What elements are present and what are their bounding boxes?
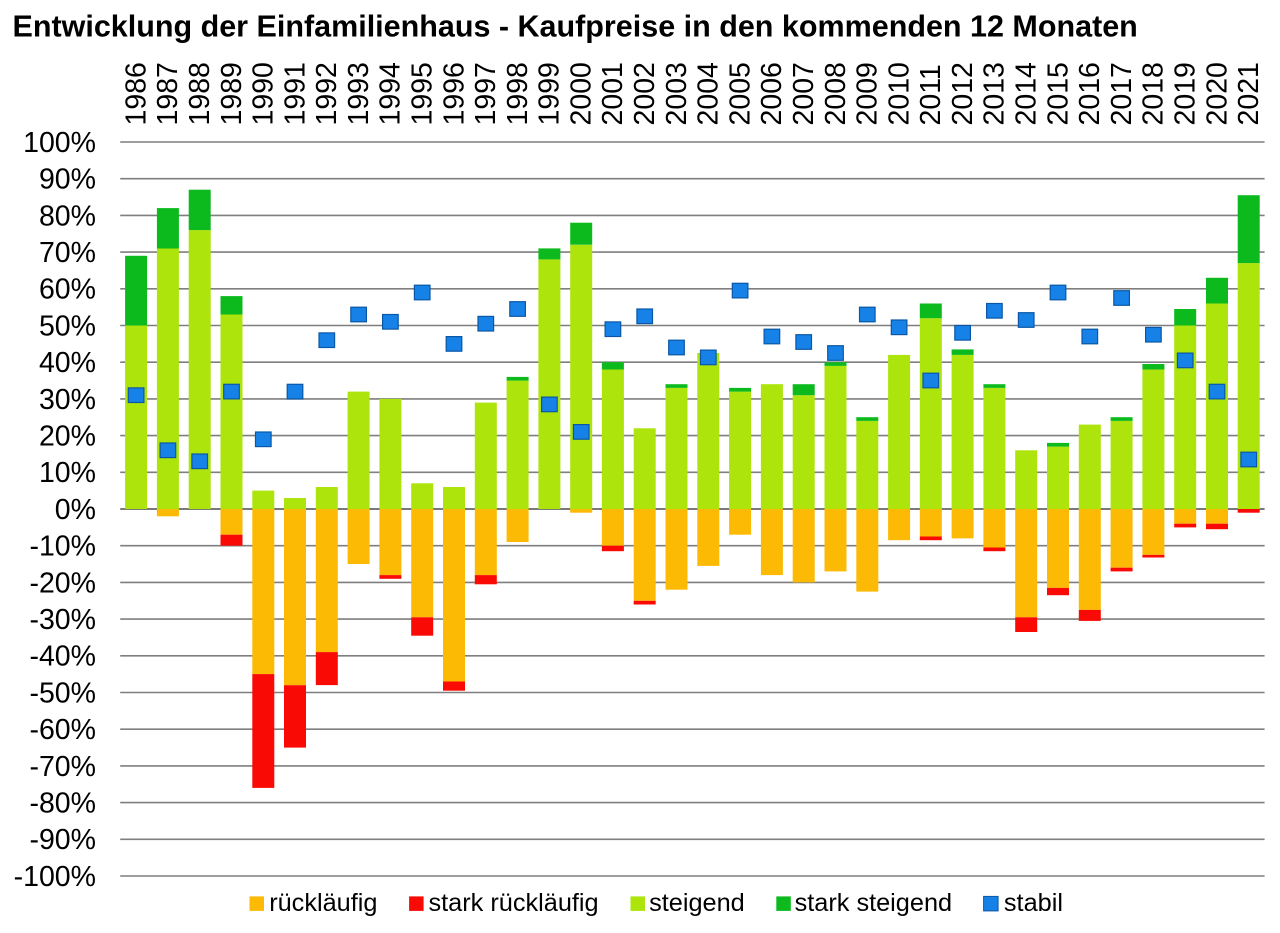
svg-text:1998: 1998 bbox=[502, 62, 534, 125]
svg-text:1987: 1987 bbox=[152, 62, 184, 125]
svg-text:1986: 1986 bbox=[120, 62, 152, 125]
svg-text:2011: 2011 bbox=[915, 64, 947, 125]
svg-text:2020: 2020 bbox=[1201, 62, 1233, 125]
svg-text:1993: 1993 bbox=[343, 62, 375, 125]
svg-text:2000: 2000 bbox=[566, 62, 598, 125]
svg-text:-90%: -90% bbox=[29, 824, 96, 856]
svg-text:2012: 2012 bbox=[947, 62, 979, 125]
svg-text:60%: 60% bbox=[39, 274, 96, 306]
svg-text:Entwicklung der Einfamilienhau: Entwicklung der Einfamilienhaus - Kaufpr… bbox=[13, 10, 1138, 44]
svg-text:30%: 30% bbox=[39, 384, 96, 416]
svg-text:1999: 1999 bbox=[534, 62, 566, 125]
svg-text:-20%: -20% bbox=[29, 567, 96, 599]
svg-text:2015: 2015 bbox=[1042, 62, 1074, 125]
svg-text:2002: 2002 bbox=[629, 62, 661, 125]
svg-text:2006: 2006 bbox=[756, 62, 788, 125]
svg-text:2013: 2013 bbox=[979, 62, 1011, 125]
svg-text:-80%: -80% bbox=[29, 788, 96, 820]
svg-text:50%: 50% bbox=[39, 310, 96, 342]
svg-text:2001: 2001 bbox=[597, 62, 629, 125]
svg-text:90%: 90% bbox=[39, 164, 96, 196]
svg-text:80%: 80% bbox=[39, 200, 96, 232]
svg-text:1989: 1989 bbox=[216, 62, 248, 125]
svg-text:20%: 20% bbox=[39, 421, 96, 453]
svg-text:2004: 2004 bbox=[693, 62, 725, 126]
svg-text:-50%: -50% bbox=[29, 677, 96, 709]
svg-text:2010: 2010 bbox=[883, 62, 915, 125]
svg-text:0%: 0% bbox=[55, 494, 96, 526]
svg-text:10%: 10% bbox=[39, 457, 96, 489]
svg-text:2005: 2005 bbox=[724, 62, 756, 125]
svg-text:2009: 2009 bbox=[852, 62, 884, 125]
svg-text:1994: 1994 bbox=[375, 62, 407, 126]
svg-text:2016: 2016 bbox=[1074, 62, 1106, 125]
svg-text:-30%: -30% bbox=[29, 604, 96, 636]
svg-text:2017: 2017 bbox=[1106, 62, 1138, 125]
svg-text:rückläufig: rückläufig bbox=[269, 889, 377, 917]
svg-text:-10%: -10% bbox=[29, 531, 96, 563]
svg-text:1988: 1988 bbox=[184, 62, 216, 125]
svg-text:70%: 70% bbox=[39, 237, 96, 269]
svg-text:-40%: -40% bbox=[29, 641, 96, 673]
svg-text:100%: 100% bbox=[23, 127, 96, 159]
svg-text:steigend: steigend bbox=[649, 889, 745, 917]
svg-text:1995: 1995 bbox=[407, 62, 439, 125]
svg-text:-60%: -60% bbox=[29, 714, 96, 746]
svg-text:2007: 2007 bbox=[788, 62, 820, 125]
svg-text:2008: 2008 bbox=[820, 62, 852, 125]
svg-text:2018: 2018 bbox=[1138, 62, 1170, 125]
svg-text:stabil: stabil bbox=[1004, 889, 1063, 917]
svg-text:2021: 2021 bbox=[1233, 62, 1265, 125]
svg-text:1991: 1991 bbox=[279, 62, 311, 125]
svg-text:1997: 1997 bbox=[470, 62, 502, 125]
svg-text:2019: 2019 bbox=[1170, 62, 1202, 125]
svg-text:1996: 1996 bbox=[438, 62, 470, 125]
svg-text:2014: 2014 bbox=[1011, 62, 1043, 126]
svg-text:1992: 1992 bbox=[311, 62, 343, 125]
svg-text:40%: 40% bbox=[39, 347, 96, 379]
svg-text:1990: 1990 bbox=[248, 62, 280, 125]
svg-text:-100%: -100% bbox=[14, 861, 96, 893]
svg-text:-70%: -70% bbox=[29, 751, 96, 783]
svg-text:2003: 2003 bbox=[661, 62, 693, 125]
svg-text:stark steigend: stark steigend bbox=[795, 889, 953, 917]
svg-text:stark rückläufig: stark rückläufig bbox=[429, 889, 599, 917]
